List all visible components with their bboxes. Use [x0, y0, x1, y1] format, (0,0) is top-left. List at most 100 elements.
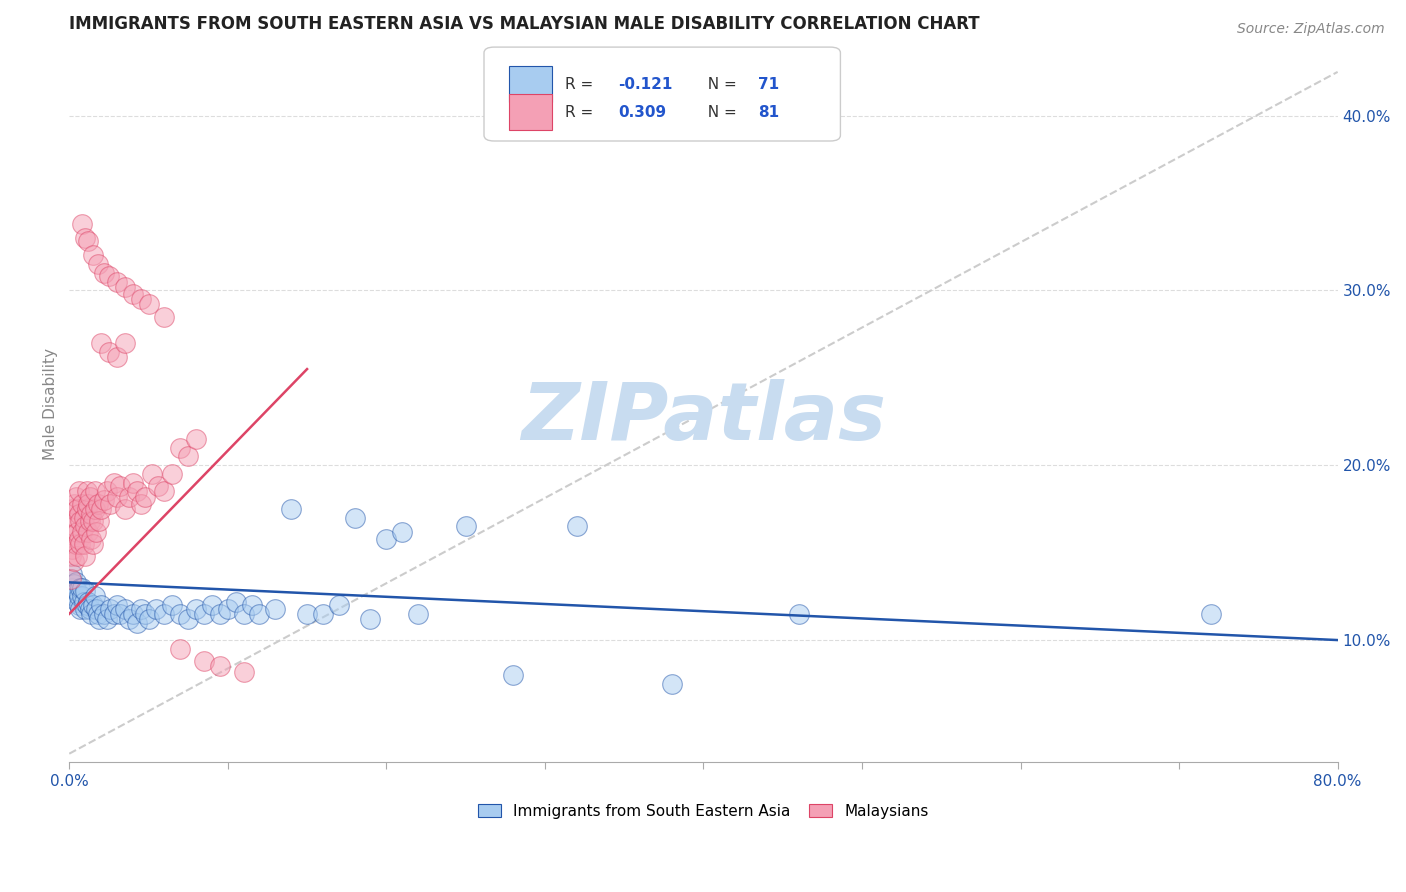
Point	[89, 612, 111, 626]
Point	[63, 590, 86, 604]
Point	[65, 490, 87, 504]
Point	[264, 601, 287, 615]
Point	[118, 612, 141, 626]
Point	[82, 598, 104, 612]
Point	[121, 607, 143, 621]
Point	[232, 607, 254, 621]
FancyBboxPatch shape	[484, 47, 841, 141]
Point	[59, 572, 82, 586]
Point	[70, 524, 93, 539]
Point	[121, 286, 143, 301]
Point	[295, 607, 318, 621]
Point	[75, 601, 97, 615]
Point	[63, 577, 86, 591]
Point	[169, 607, 191, 621]
Point	[66, 502, 89, 516]
Point	[375, 532, 398, 546]
Point	[208, 659, 231, 673]
Point	[153, 310, 176, 324]
Point	[87, 607, 110, 621]
Text: N =: N =	[699, 104, 742, 120]
Point	[217, 601, 239, 615]
Point	[201, 598, 224, 612]
Point	[169, 441, 191, 455]
Point	[162, 598, 184, 612]
Point	[70, 590, 93, 604]
Point	[108, 607, 131, 621]
Point	[114, 335, 136, 350]
Point	[69, 514, 91, 528]
Point	[70, 497, 93, 511]
Point	[787, 607, 810, 621]
Point	[60, 502, 83, 516]
Y-axis label: Male Disability: Male Disability	[44, 348, 58, 460]
Point	[63, 497, 86, 511]
Point	[84, 601, 107, 615]
Point	[391, 524, 413, 539]
Point	[75, 231, 97, 245]
Point	[502, 668, 524, 682]
Point	[72, 537, 94, 551]
Point	[67, 532, 90, 546]
Point	[63, 554, 86, 568]
Point	[70, 581, 93, 595]
Point	[100, 497, 122, 511]
Point	[79, 490, 101, 504]
Point	[76, 484, 98, 499]
Point	[312, 607, 335, 621]
Point	[145, 601, 167, 615]
Point	[60, 566, 83, 581]
Point	[114, 601, 136, 615]
Point	[77, 235, 100, 249]
FancyBboxPatch shape	[509, 95, 553, 130]
Point	[105, 598, 128, 612]
Text: N =: N =	[699, 77, 742, 92]
Point	[83, 502, 105, 516]
Point	[177, 450, 200, 464]
Text: R =: R =	[565, 77, 599, 92]
Point	[105, 275, 128, 289]
Point	[105, 350, 128, 364]
Point	[129, 497, 152, 511]
Text: ZIPatlas: ZIPatlas	[522, 379, 886, 458]
Point	[72, 510, 94, 524]
Point	[67, 507, 90, 521]
FancyBboxPatch shape	[509, 66, 553, 102]
Point	[121, 475, 143, 490]
Point	[232, 665, 254, 679]
Point	[93, 607, 115, 621]
Point	[65, 510, 87, 524]
Point	[79, 514, 101, 528]
Point	[84, 524, 107, 539]
Point	[90, 335, 112, 350]
Point	[225, 594, 247, 608]
Point	[69, 601, 91, 615]
Point	[65, 537, 87, 551]
Point	[359, 612, 381, 626]
Point	[60, 542, 83, 557]
Point	[79, 601, 101, 615]
Point	[70, 217, 93, 231]
Point	[90, 598, 112, 612]
Point	[129, 601, 152, 615]
Text: 71: 71	[758, 77, 779, 92]
Point	[97, 269, 120, 284]
Point	[76, 502, 98, 516]
Point	[69, 537, 91, 551]
Point	[66, 524, 89, 539]
Point	[118, 490, 141, 504]
Point	[77, 497, 100, 511]
Point	[59, 549, 82, 563]
Point	[69, 581, 91, 595]
Point	[82, 248, 104, 262]
Point	[63, 519, 86, 533]
Point	[75, 549, 97, 563]
Point	[77, 594, 100, 608]
Point	[108, 479, 131, 493]
Point	[72, 594, 94, 608]
Point	[184, 601, 207, 615]
Point	[169, 641, 191, 656]
Point	[87, 497, 110, 511]
Point	[83, 590, 105, 604]
Point	[89, 514, 111, 528]
